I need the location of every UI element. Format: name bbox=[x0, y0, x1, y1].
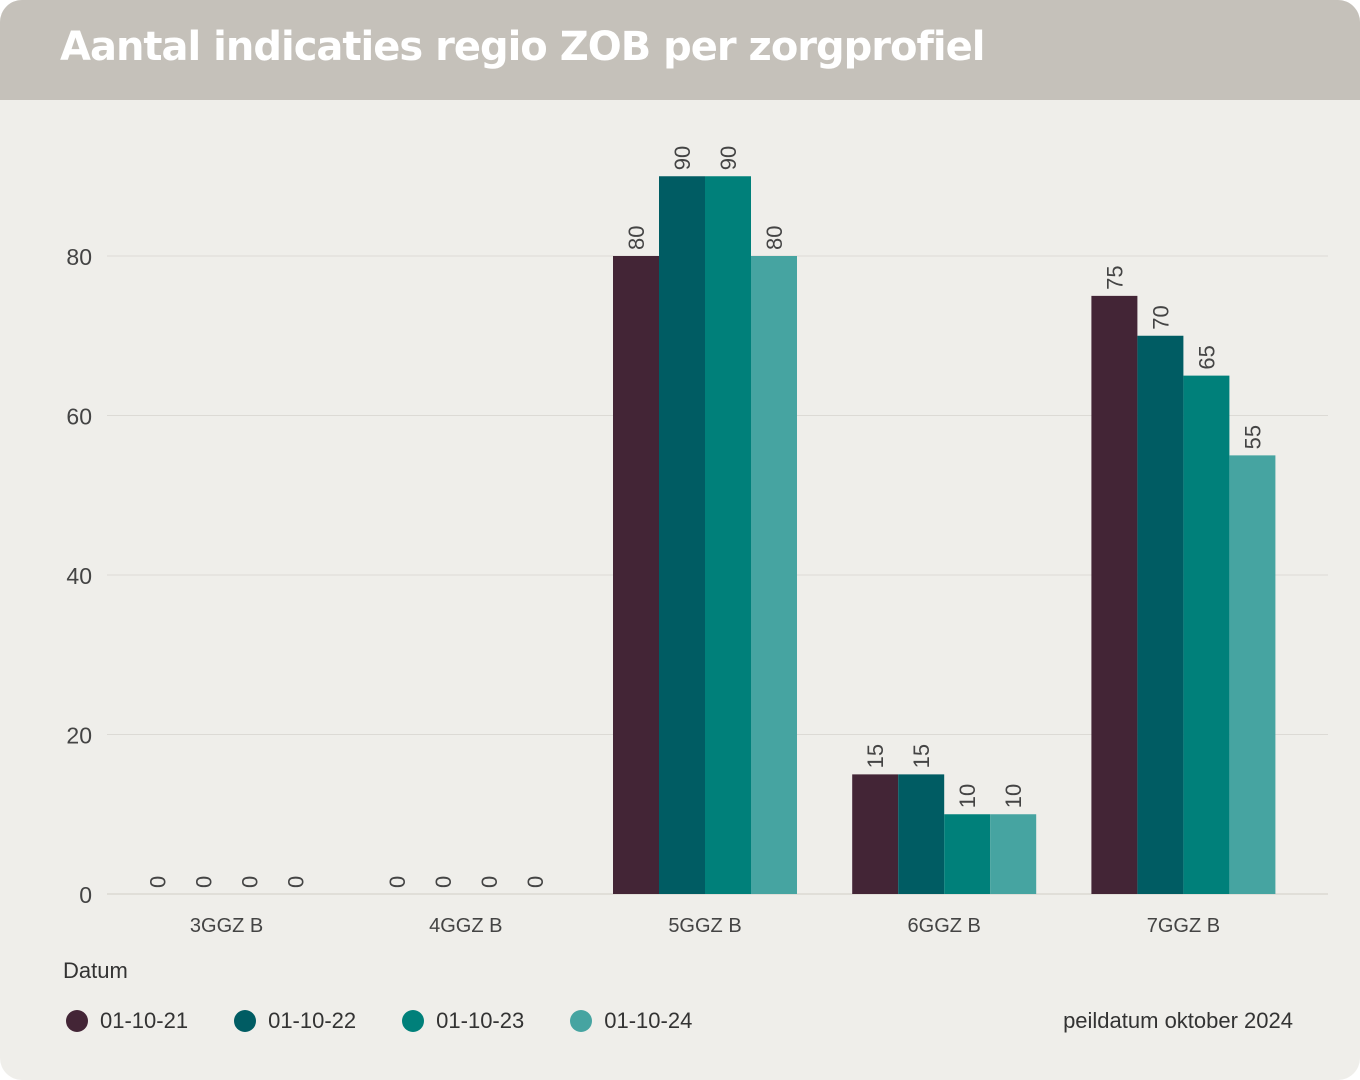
x-tick-label: 4GGZ B bbox=[429, 915, 502, 937]
legend-label: 01-10-22 bbox=[268, 1008, 357, 1033]
legend-item: 01-10-22 bbox=[234, 1008, 356, 1034]
bar bbox=[898, 774, 945, 894]
legend-swatch bbox=[66, 1010, 88, 1032]
legend-label: 01-10-21 bbox=[100, 1008, 189, 1033]
y-tick-label: 40 bbox=[66, 563, 92, 589]
y-tick-label: 20 bbox=[66, 723, 92, 749]
y-tick-label: 0 bbox=[79, 882, 92, 908]
chart-title: Aantal indicaties regio ZOB per zorgprof… bbox=[60, 24, 985, 70]
bar bbox=[751, 256, 797, 894]
data-label: 75 bbox=[1102, 265, 1127, 289]
legend-swatch bbox=[234, 1010, 257, 1032]
bar bbox=[1091, 295, 1138, 894]
data-label: 90 bbox=[716, 146, 741, 170]
bar-chart: 0 20 40 60 80 0 0 0 0 3GGZ B 0 0 0 0 4GGZ B 80 90 90 80 5GG… bbox=[66, 146, 1328, 937]
bar bbox=[1229, 455, 1276, 894]
legend-label: 01-10-23 bbox=[436, 1008, 525, 1033]
header-bar: Aantal indicaties regio ZOB per zorgprof… bbox=[0, 0, 1360, 100]
data-label: 65 bbox=[1194, 345, 1219, 369]
bar bbox=[613, 256, 659, 894]
data-label: 0 bbox=[477, 876, 502, 888]
data-label: 80 bbox=[624, 226, 649, 250]
data-label: 15 bbox=[863, 744, 888, 768]
legend-swatch bbox=[402, 1010, 425, 1032]
data-label: 0 bbox=[284, 876, 309, 888]
data-label: 55 bbox=[1240, 425, 1265, 449]
bar bbox=[705, 176, 751, 894]
y-tick-label: 80 bbox=[66, 244, 92, 270]
data-label: 10 bbox=[1001, 784, 1026, 808]
bar bbox=[852, 774, 899, 894]
data-label: 0 bbox=[385, 876, 410, 888]
data-label: 80 bbox=[762, 226, 787, 250]
data-label: 0 bbox=[238, 876, 263, 888]
data-label: 0 bbox=[146, 876, 171, 888]
bar bbox=[944, 814, 991, 894]
bar bbox=[1183, 375, 1230, 894]
legend-item: 01-10-21 bbox=[66, 1008, 188, 1034]
data-label: 10 bbox=[955, 784, 980, 808]
data-label: 0 bbox=[431, 876, 456, 888]
legend-item: 01-10-24 bbox=[570, 1008, 692, 1034]
bar bbox=[659, 176, 705, 894]
x-tick-label: 6GGZ B bbox=[908, 915, 981, 937]
legend-item: 01-10-23 bbox=[402, 1008, 524, 1034]
bar bbox=[1137, 335, 1184, 894]
x-tick-label: 5GGZ B bbox=[668, 915, 741, 937]
data-label: 15 bbox=[909, 744, 934, 768]
footnote: peildatum oktober 2024 bbox=[1063, 1008, 1293, 1033]
x-tick-label: 7GGZ B bbox=[1147, 915, 1220, 937]
data-label: 90 bbox=[670, 146, 695, 170]
bar bbox=[990, 814, 1037, 894]
legend: 01-10-21 01-10-22 01-10-23 01-10-24 bbox=[66, 1006, 738, 1036]
data-label: 70 bbox=[1148, 305, 1173, 329]
y-tick-label: 60 bbox=[66, 404, 92, 430]
legend-label: 01-10-24 bbox=[604, 1008, 693, 1033]
data-label: 0 bbox=[192, 876, 217, 888]
legend-swatch bbox=[570, 1010, 593, 1032]
data-label: 0 bbox=[523, 876, 548, 888]
legend-title: Datum bbox=[63, 958, 128, 983]
x-tick-label: 3GGZ B bbox=[190, 915, 263, 937]
